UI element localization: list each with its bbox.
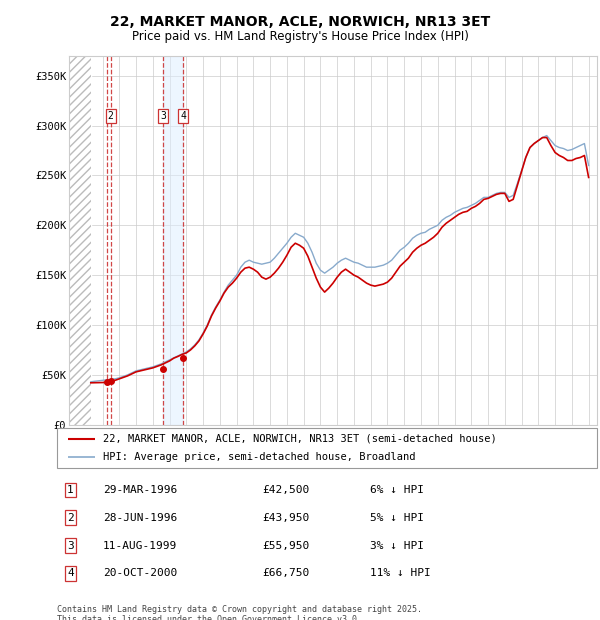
Text: 20-OCT-2000: 20-OCT-2000 <box>103 569 177 578</box>
Text: 4: 4 <box>180 110 186 121</box>
Text: HPI: Average price, semi-detached house, Broadland: HPI: Average price, semi-detached house,… <box>103 452 415 463</box>
Text: 22, MARKET MANOR, ACLE, NORWICH, NR13 3ET (semi-detached house): 22, MARKET MANOR, ACLE, NORWICH, NR13 3E… <box>103 433 497 444</box>
Text: 3% ↓ HPI: 3% ↓ HPI <box>370 541 424 551</box>
Text: Contains HM Land Registry data © Crown copyright and database right 2025.
This d: Contains HM Land Registry data © Crown c… <box>57 604 422 620</box>
Bar <box>69 56 91 425</box>
Text: 6% ↓ HPI: 6% ↓ HPI <box>370 485 424 495</box>
Text: £55,950: £55,950 <box>262 541 310 551</box>
Bar <box>163 56 183 425</box>
Text: £42,500: £42,500 <box>262 485 310 495</box>
Text: 11% ↓ HPI: 11% ↓ HPI <box>370 569 431 578</box>
Text: 1: 1 <box>67 485 74 495</box>
Text: 5% ↓ HPI: 5% ↓ HPI <box>370 513 424 523</box>
Text: 4: 4 <box>67 569 74 578</box>
Text: 28-JUN-1996: 28-JUN-1996 <box>103 513 177 523</box>
Text: 29-MAR-1996: 29-MAR-1996 <box>103 485 177 495</box>
Text: 2: 2 <box>108 110 113 121</box>
Bar <box>69 56 91 425</box>
Text: £66,750: £66,750 <box>262 569 310 578</box>
Text: 11-AUG-1999: 11-AUG-1999 <box>103 541 177 551</box>
Text: 3: 3 <box>67 541 74 551</box>
Text: Price paid vs. HM Land Registry's House Price Index (HPI): Price paid vs. HM Land Registry's House … <box>131 30 469 43</box>
Text: £43,950: £43,950 <box>262 513 310 523</box>
Text: 22, MARKET MANOR, ACLE, NORWICH, NR13 3ET: 22, MARKET MANOR, ACLE, NORWICH, NR13 3E… <box>110 16 490 30</box>
Text: 3: 3 <box>160 110 166 121</box>
Text: 2: 2 <box>67 513 74 523</box>
